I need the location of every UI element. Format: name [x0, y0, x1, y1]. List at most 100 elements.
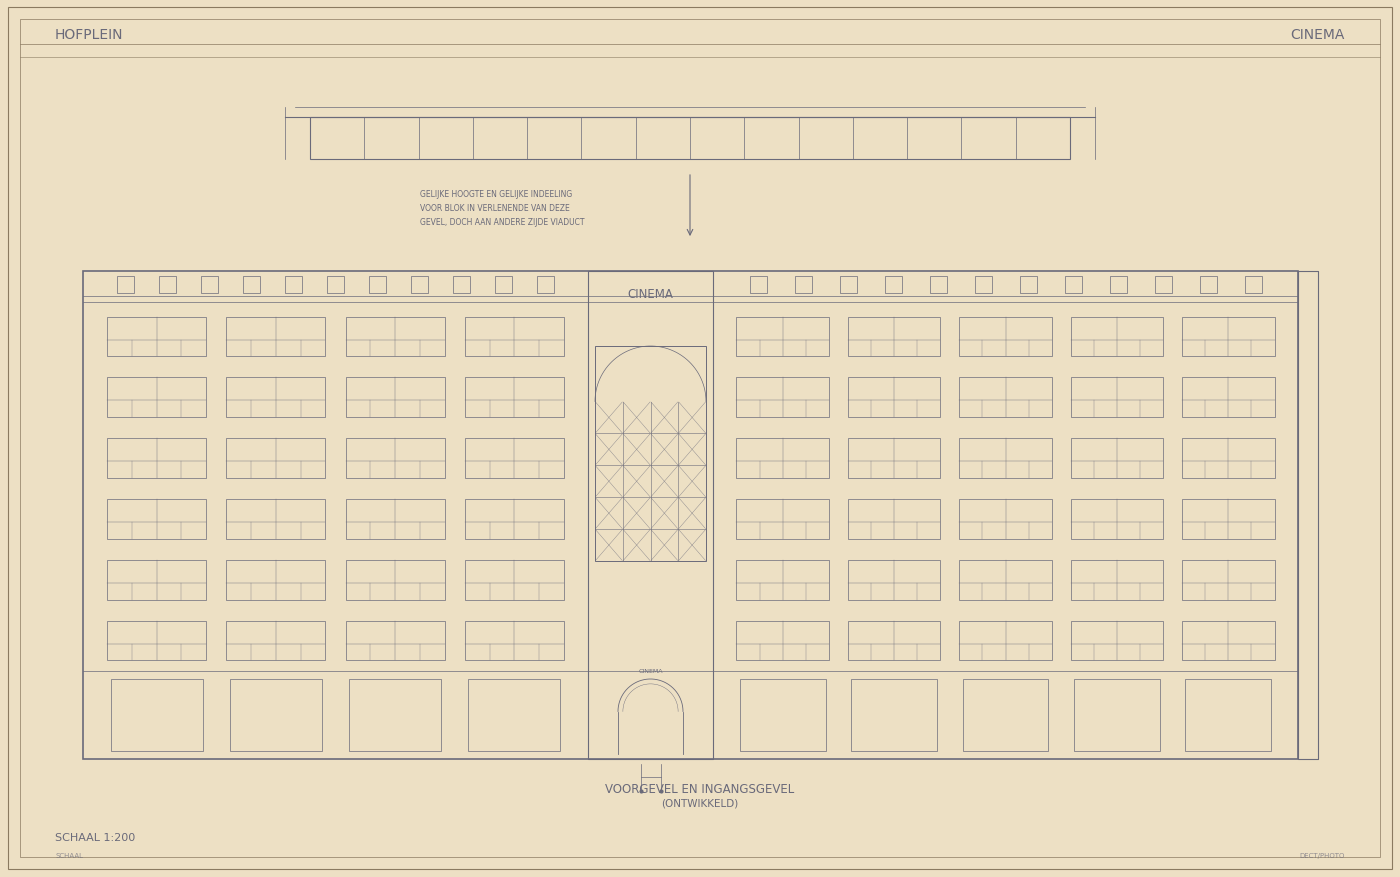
Bar	[1200, 276, 1217, 294]
Bar	[795, 276, 812, 294]
Bar	[1182, 378, 1274, 417]
Bar	[465, 500, 564, 539]
Bar	[158, 276, 175, 294]
Bar	[848, 621, 941, 660]
Bar	[930, 276, 946, 294]
Bar	[959, 621, 1051, 660]
Bar	[736, 317, 829, 357]
Bar	[959, 378, 1051, 417]
Bar	[1155, 276, 1172, 294]
Bar	[346, 560, 445, 600]
Bar	[739, 679, 826, 751]
Bar	[851, 679, 937, 751]
Text: GELIJKE HOOGTE EN GELIJKE INDEELING
VOOR BLOK IN VERLENENDE VAN DEZE
GEVEL, DOCH: GELIJKE HOOGTE EN GELIJKE INDEELING VOOR…	[420, 189, 585, 226]
Bar	[346, 438, 445, 478]
Bar	[227, 560, 325, 600]
Bar	[465, 560, 564, 600]
Bar	[736, 378, 829, 417]
Bar	[1182, 438, 1274, 478]
Bar	[840, 276, 857, 294]
Bar	[116, 276, 133, 294]
Bar	[108, 500, 206, 539]
Bar	[346, 378, 445, 417]
Text: SCHAAL: SCHAAL	[55, 852, 83, 858]
Bar	[346, 621, 445, 660]
Text: DECT/PHOTO: DECT/PHOTO	[1299, 852, 1345, 858]
Bar	[1071, 317, 1163, 357]
Bar	[1071, 378, 1163, 417]
Bar	[346, 500, 445, 539]
Bar	[469, 679, 560, 751]
Bar	[496, 276, 512, 294]
Text: HOFPLEIN: HOFPLEIN	[55, 28, 123, 42]
Bar	[885, 276, 902, 294]
Bar	[736, 500, 829, 539]
Bar	[848, 560, 941, 600]
Bar	[1182, 317, 1274, 357]
Bar	[1064, 276, 1081, 294]
Text: VOORGEVEL EN INGANGSGEVEL: VOORGEVEL EN INGANGSGEVEL	[605, 782, 795, 795]
Bar	[227, 438, 325, 478]
Bar	[1019, 276, 1036, 294]
Bar	[848, 317, 941, 357]
Bar	[242, 276, 260, 294]
Bar	[848, 378, 941, 417]
Bar	[328, 276, 344, 294]
Text: (ONTWIKKELD): (ONTWIKKELD)	[661, 798, 739, 808]
Bar	[454, 276, 470, 294]
Bar	[465, 378, 564, 417]
Text: SCHAAL 1:200: SCHAAL 1:200	[55, 832, 136, 842]
Bar	[108, 621, 206, 660]
Bar	[309, 118, 1070, 160]
Bar	[227, 378, 325, 417]
Bar	[227, 500, 325, 539]
Bar	[465, 438, 564, 478]
Bar	[736, 438, 829, 478]
Bar	[1071, 438, 1163, 478]
Text: CINEMA: CINEMA	[638, 668, 662, 674]
Bar	[83, 272, 1298, 759]
Bar	[1071, 500, 1163, 539]
Bar	[1186, 679, 1271, 751]
Bar	[349, 679, 441, 751]
Bar	[963, 679, 1049, 751]
Bar	[1074, 679, 1159, 751]
Bar	[595, 346, 706, 561]
Bar	[108, 560, 206, 600]
Bar	[959, 560, 1051, 600]
Bar	[108, 317, 206, 357]
Bar	[1298, 272, 1317, 759]
Bar	[538, 276, 554, 294]
Bar	[227, 317, 325, 357]
Bar	[1071, 560, 1163, 600]
Bar	[848, 500, 941, 539]
Bar	[1182, 560, 1274, 600]
Bar	[108, 378, 206, 417]
Bar	[200, 276, 218, 294]
Text: CINEMA: CINEMA	[1291, 28, 1345, 42]
Bar	[412, 276, 428, 294]
Bar	[749, 276, 767, 294]
Bar	[736, 621, 829, 660]
Bar	[465, 317, 564, 357]
Bar	[959, 500, 1051, 539]
Bar	[1182, 500, 1274, 539]
Bar	[286, 276, 302, 294]
Bar	[959, 438, 1051, 478]
Bar	[370, 276, 386, 294]
Bar	[588, 272, 713, 759]
Bar	[346, 317, 445, 357]
Bar	[974, 276, 991, 294]
Bar	[1182, 621, 1274, 660]
Bar	[108, 438, 206, 478]
Text: CINEMA: CINEMA	[627, 287, 673, 300]
Bar	[111, 679, 203, 751]
Bar	[230, 679, 322, 751]
Bar	[959, 317, 1051, 357]
Bar	[1245, 276, 1261, 294]
Bar	[465, 621, 564, 660]
Bar	[1109, 276, 1127, 294]
Bar	[1071, 621, 1163, 660]
Bar	[227, 621, 325, 660]
Bar	[848, 438, 941, 478]
